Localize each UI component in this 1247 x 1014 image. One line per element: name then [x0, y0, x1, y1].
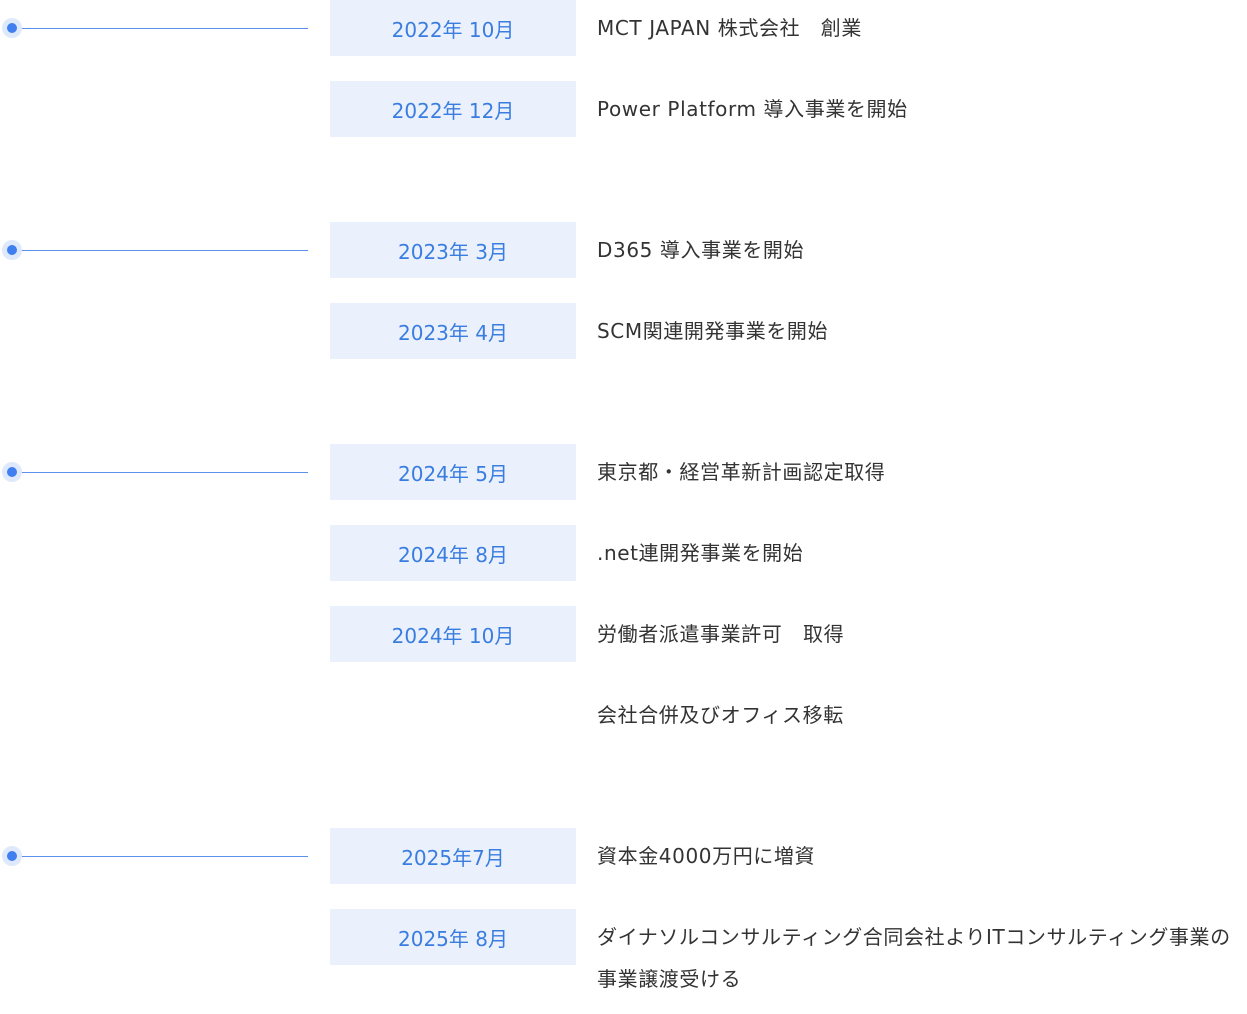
connector-line — [12, 856, 308, 857]
event-text: 資本金4000万円に増資 — [597, 844, 816, 868]
date-badge: 2022年 10月 — [330, 0, 576, 56]
event-text: 労働者派遣事業許可 取得 — [597, 622, 845, 646]
event-text: SCM関連開発事業を開始 — [597, 319, 829, 343]
timeline-dot — [2, 240, 22, 260]
timeline-dot — [2, 846, 22, 866]
connector-line — [12, 250, 308, 251]
connector-line — [12, 472, 308, 473]
event-text: Power Platform 導入事業を開始 — [597, 97, 908, 121]
event-text: .net連開発事業を開始 — [597, 541, 804, 565]
date-badge: 2023年 4月 — [330, 303, 576, 359]
date-badge: 2025年7月 — [330, 828, 576, 884]
date-badge: 2024年 10月 — [330, 606, 576, 662]
event-text: 東京都・経営革新計画認定取得 — [597, 460, 886, 484]
connector-line — [12, 28, 308, 29]
date-badge: 2022年 12月 — [330, 81, 576, 137]
date-badge: 2024年 8月 — [330, 525, 576, 581]
date-badge: 2025年 8月 — [330, 909, 576, 965]
date-badge: 2023年 3月 — [330, 222, 576, 278]
timeline-dot — [2, 462, 22, 482]
event-text: MCT JAPAN 株式会社 創業 — [597, 16, 863, 40]
timeline-dot — [2, 18, 22, 38]
event-text: ダイナソルコンサルティング合同会社よりITコンサルティング事業の事業譲渡受ける — [597, 925, 1231, 991]
event-text: D365 導入事業を開始 — [597, 238, 805, 262]
event-text: 会社合併及びオフィス移転 — [597, 703, 844, 727]
date-badge: 2024年 5月 — [330, 444, 576, 500]
